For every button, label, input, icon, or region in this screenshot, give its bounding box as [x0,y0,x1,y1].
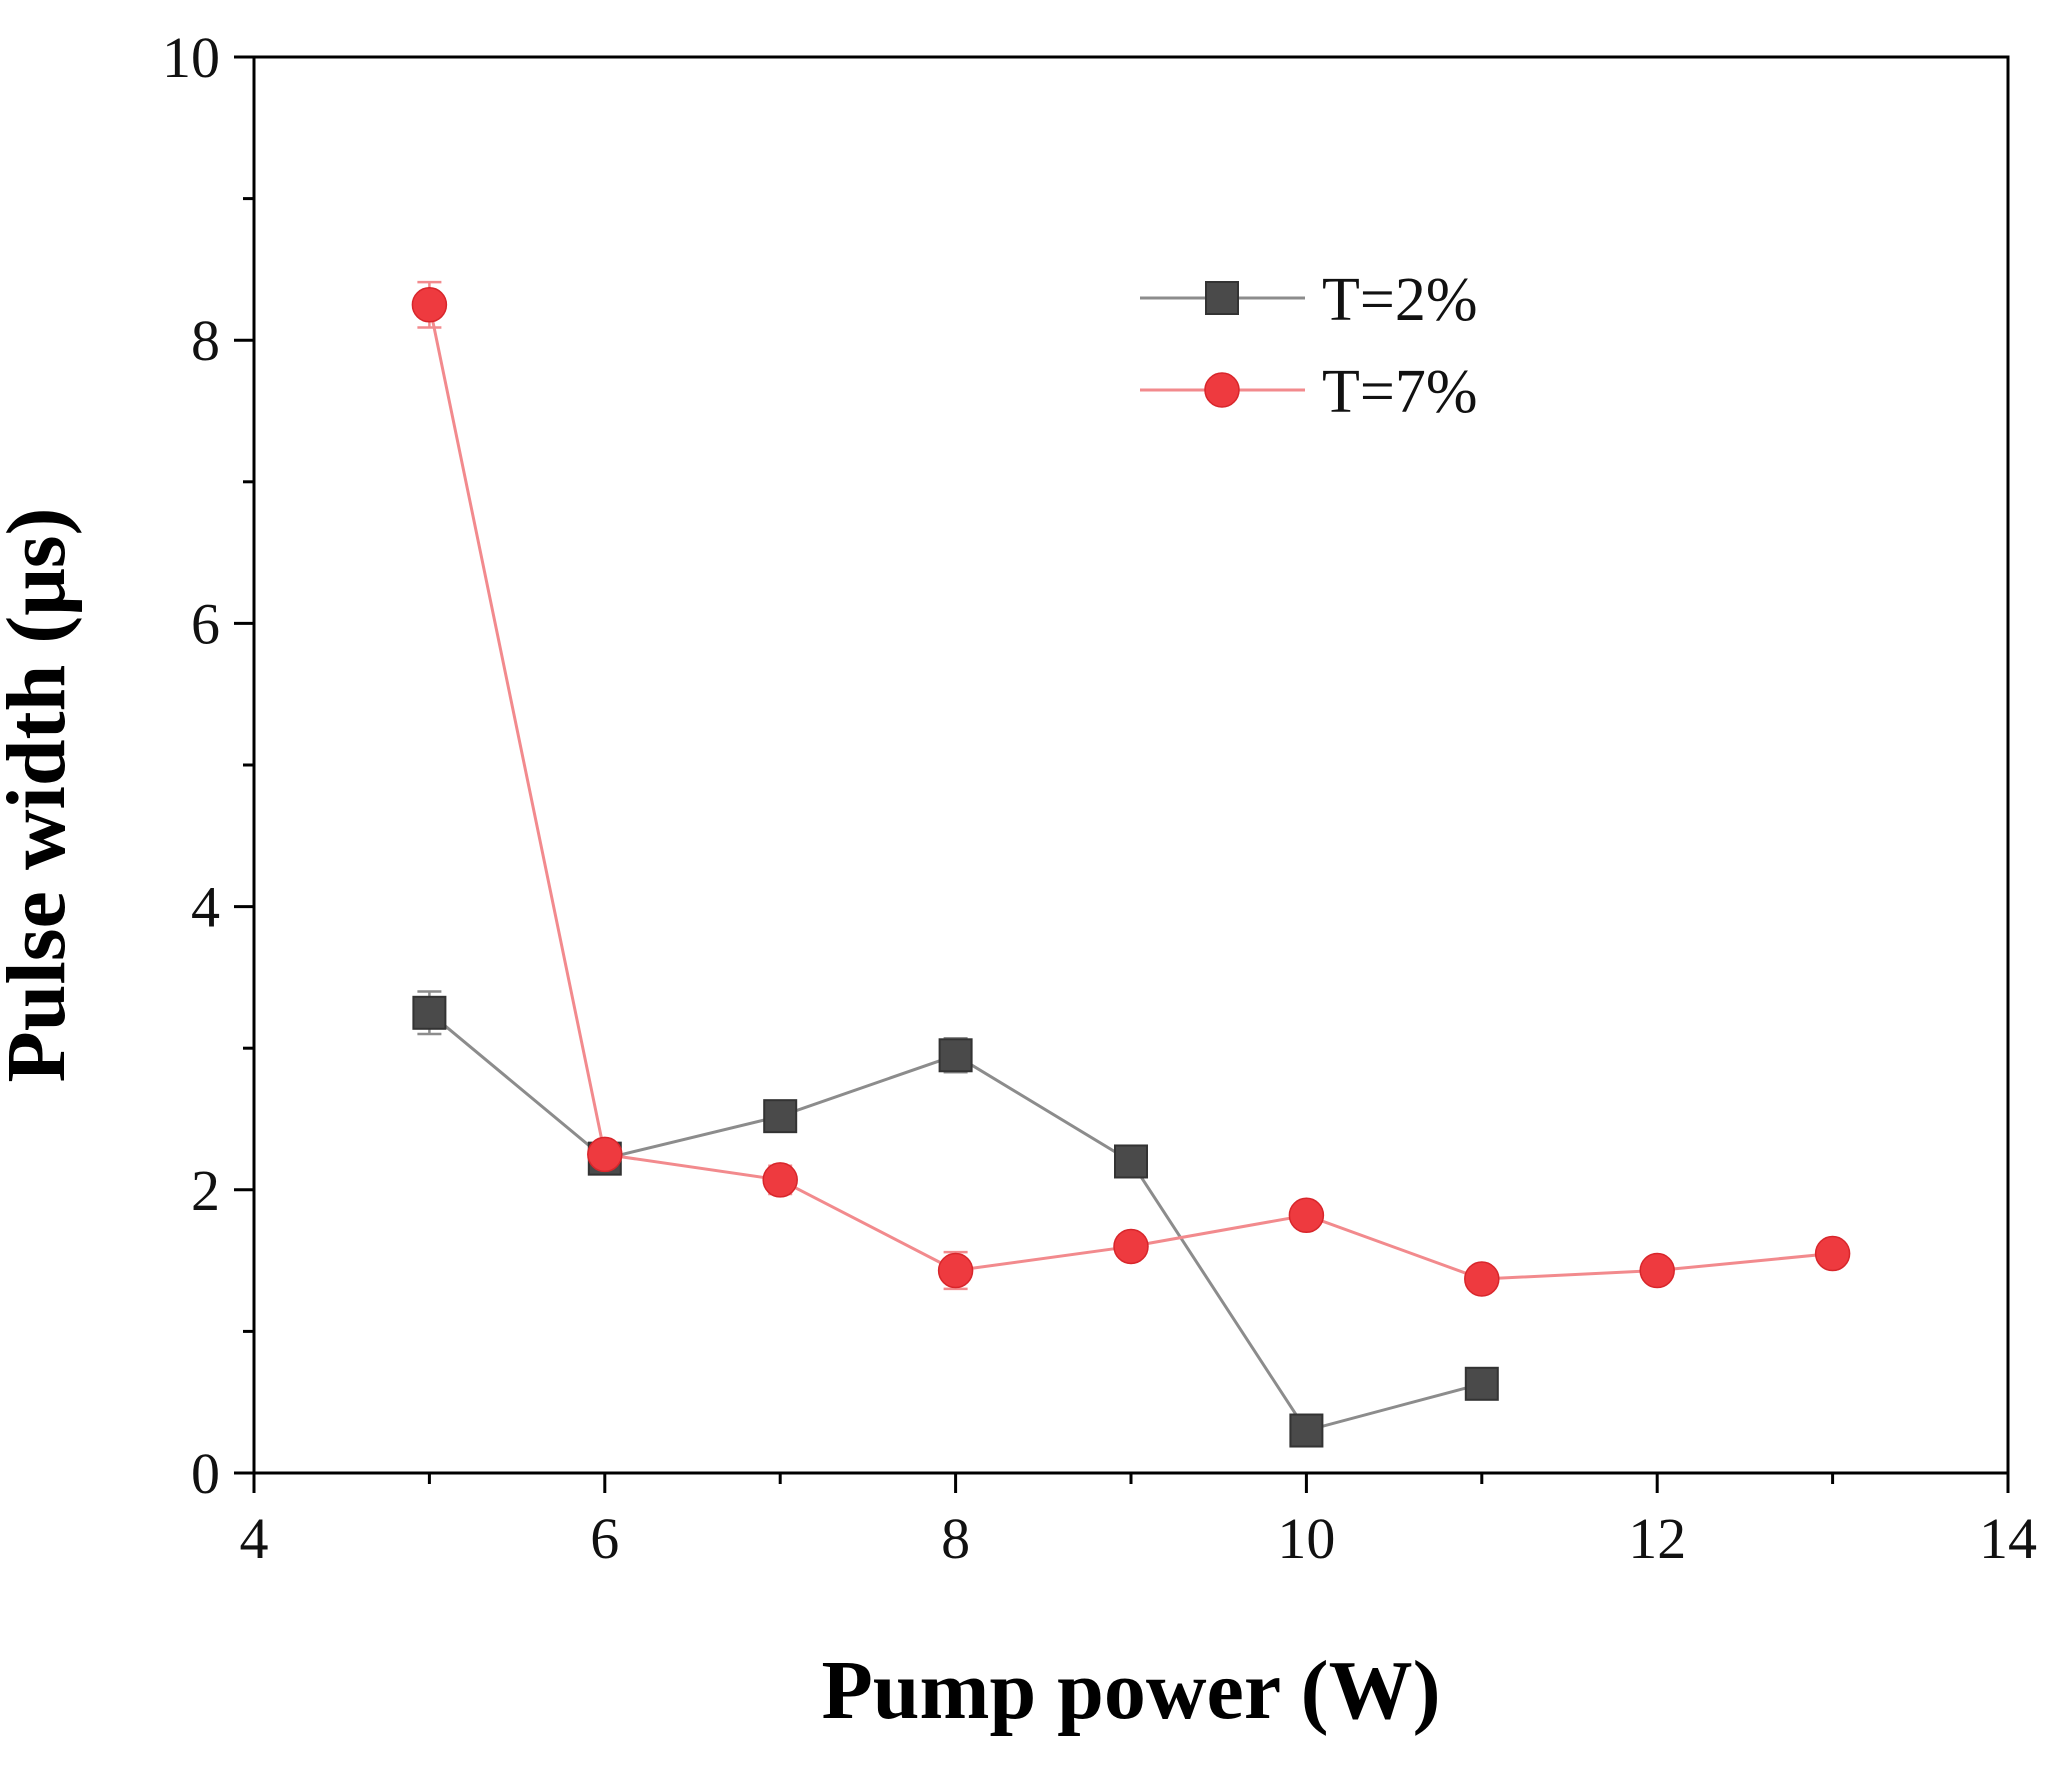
x-axis-title: Pump power (W) [821,1644,1440,1737]
data-point [938,1038,973,1073]
data-point [1289,1413,1324,1448]
data-point [1288,1197,1325,1234]
legend-marker [1204,372,1240,408]
legend: T=2% T=7% [1140,266,1477,426]
data-point [411,287,448,323]
data-point [1814,1235,1851,1272]
data-point [1464,1261,1500,1297]
x-tick-label: 10 [1277,1506,1335,1571]
axes: 4 6 8 10 12 14 0 2 4 6 8 10 [162,25,2037,1571]
data-point [937,1252,974,1289]
data-point [587,1136,623,1173]
legend-entry: T=7% [1140,358,1477,426]
x-tick-label: 6 [590,1506,619,1571]
legend-entry: T=2% [1140,266,1477,334]
y-tick-label: 2 [191,1158,220,1223]
y-axis-title: Pulse width (μs) [0,508,83,1083]
y-tick-label: 6 [191,591,220,656]
legend-label: T=2% [1322,266,1477,334]
series-layer [411,280,1851,1448]
legend-label: T=7% [1322,358,1477,426]
x-tick-label: 4 [240,1506,269,1571]
x-tick-label: 14 [1979,1506,2037,1571]
series-line [427,304,1833,1281]
data-point [412,995,447,1030]
legend-marker [1205,281,1239,315]
data-point [1113,1228,1149,1265]
data-point [1464,1366,1499,1401]
series-t2 [412,990,1499,1448]
y-tick-label: 8 [191,308,220,373]
y-tick-label: 10 [162,25,220,90]
x-tick-label: 8 [941,1506,970,1571]
y-tick-label: 0 [191,1441,220,1506]
x-tick-label: 12 [1628,1506,1686,1571]
data-point [763,1099,798,1134]
series-t7 [411,280,1851,1297]
data-point [1639,1252,1675,1289]
data-point [1114,1144,1148,1179]
data-point [762,1162,798,1198]
y-tick-label: 4 [191,875,220,940]
